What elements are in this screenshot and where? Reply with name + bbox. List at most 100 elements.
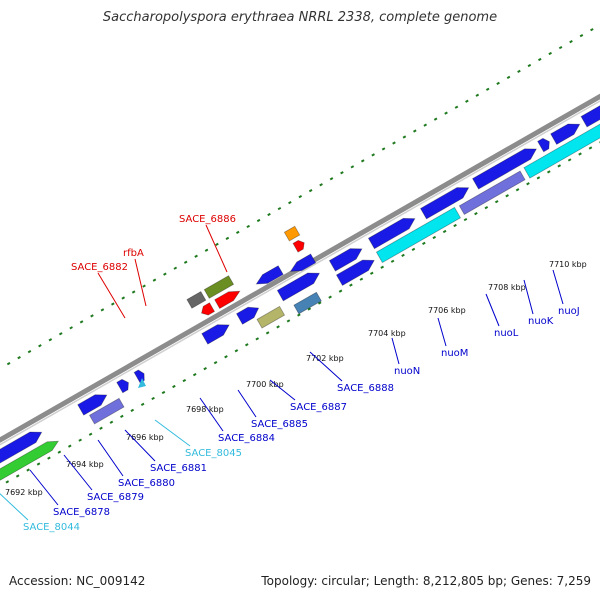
outer-tick-dot: [496, 81, 500, 85]
outer-tick-dot: [590, 28, 594, 32]
inner-tick-dot: [328, 295, 332, 299]
purple-feature-box[interactable]: [88, 397, 125, 425]
tick-label: 7704 kbp: [368, 329, 406, 338]
tick-label: 7702 kbp: [306, 354, 344, 363]
inner-tick-dot: [505, 194, 509, 198]
outer-tick-dot: [90, 314, 94, 318]
outer-tick-dot: [131, 290, 136, 294]
outer-tick-dot: [402, 135, 407, 139]
cds-reverse-arrow[interactable]: [289, 253, 317, 272]
gene-label[interactable]: SACE_6879: [87, 492, 144, 503]
inner-tick-dot: [151, 396, 155, 401]
cds-forward-arrow[interactable]: [537, 137, 550, 153]
inner-tick-dot: [453, 223, 457, 228]
green-feature-arrow[interactable]: [0, 440, 60, 490]
steel-feature-box[interactable]: [293, 291, 322, 315]
outer-tick-dot: [277, 206, 282, 211]
orange-feature-box[interactable]: [283, 225, 301, 242]
gene-label-leader: [485, 293, 500, 327]
red-feature-arrow[interactable]: [292, 239, 305, 253]
inner-tick-dot: [120, 414, 124, 418]
cds-forward-arrow[interactable]: [77, 394, 108, 416]
gene-label-leader: [97, 272, 126, 319]
cyan-feature-box[interactable]: [523, 78, 600, 179]
cds-forward-arrow[interactable]: [580, 92, 600, 128]
gene-label-leader: [154, 419, 191, 447]
inner-tick-dot: [276, 325, 280, 329]
khaki-feature-box[interactable]: [256, 305, 286, 329]
cds-reverse-arrow[interactable]: [255, 265, 284, 285]
inner-tick-dot: [526, 182, 530, 186]
outer-tick-dot: [121, 296, 126, 300]
accession-text: Accession: NC_009142: [9, 574, 146, 588]
cds-forward-arrow[interactable]: [0, 431, 43, 477]
gene-label[interactable]: SACE_6887: [290, 402, 347, 413]
cds-forward-arrow[interactable]: [419, 187, 470, 220]
inner-tick-dot: [359, 277, 364, 281]
gene-label[interactable]: nuoK: [528, 316, 554, 327]
inner-tick-dot: [265, 331, 270, 335]
red-feature-arrow[interactable]: [201, 302, 216, 316]
outer-tick-dot: [527, 63, 532, 68]
inner-tick-dot: [255, 337, 260, 341]
gene-label[interactable]: SACE_6882: [71, 262, 128, 273]
gray-feature-box[interactable]: [186, 291, 207, 309]
gene-label[interactable]: SACE_8045: [185, 448, 242, 459]
purple-feature-box[interactable]: [458, 170, 526, 216]
tick-label: 7696 kbp: [126, 433, 164, 442]
inner-tick-dot: [26, 468, 30, 472]
gene-label-leader: [437, 317, 447, 347]
gene-label[interactable]: rfbA: [123, 248, 144, 259]
inner-tick-dot: [474, 211, 478, 216]
gene-label[interactable]: SACE_6885: [251, 419, 308, 430]
gene-label[interactable]: SACE_6880: [118, 478, 175, 489]
tick-label: 7700 kbp: [246, 380, 284, 389]
inner-tick-dot: [109, 420, 114, 424]
cds-forward-arrow[interactable]: [367, 217, 416, 250]
gene-label[interactable]: SACE_6886: [179, 214, 236, 225]
cds-forward-arrow[interactable]: [236, 306, 260, 325]
cds-forward-arrow[interactable]: [328, 248, 363, 272]
gene-label[interactable]: nuoM: [441, 348, 468, 359]
inner-tick-dot: [47, 456, 51, 460]
cyan-feature-box[interactable]: [375, 206, 462, 264]
inner-tick-dot: [297, 313, 301, 317]
inner-tick-dot: [484, 206, 489, 210]
outer-tick-dot: [329, 177, 334, 181]
gene-label-leader: [205, 224, 228, 273]
inner-tick-dot: [15, 474, 20, 478]
olive-feature-box[interactable]: [203, 275, 235, 299]
gene-label[interactable]: nuoJ: [558, 306, 580, 317]
outer-tick-dot: [111, 302, 115, 306]
inner-tick-dot: [317, 301, 322, 305]
outer-tick-dot: [215, 242, 219, 246]
cds-forward-arrow[interactable]: [201, 324, 230, 345]
cds-forward-arrow[interactable]: [335, 259, 375, 286]
gene-label[interactable]: SACE_6881: [150, 463, 207, 474]
gene-label[interactable]: SACE_6888: [337, 383, 394, 394]
inner-tick-dot: [224, 355, 228, 359]
gene-label[interactable]: nuoL: [494, 328, 519, 339]
outer-tick-dot: [308, 189, 313, 193]
cds-forward-arrow[interactable]: [116, 378, 129, 394]
cds-forward-arrow[interactable]: [276, 272, 321, 302]
gene-label[interactable]: SACE_6878: [53, 507, 110, 518]
gene-label[interactable]: nuoN: [394, 366, 420, 377]
gene-label[interactable]: SACE_6884: [218, 433, 275, 444]
gene-label-leader: [0, 493, 29, 521]
tick-label: 7692 kbp: [5, 488, 43, 497]
outer-tick-dot: [579, 34, 584, 38]
cds-forward-arrow[interactable]: [550, 123, 581, 145]
gene-label[interactable]: SACE_8044: [23, 522, 80, 533]
outer-tick-dot: [485, 87, 490, 91]
inner-tick-dot: [67, 444, 72, 448]
inner-tick-dot: [432, 235, 437, 240]
cds-forward-arrow[interactable]: [472, 148, 538, 190]
gene-label-leader: [237, 389, 257, 418]
small-cyan-marker[interactable]: [138, 378, 146, 388]
red-feature-arrow[interactable]: [214, 290, 241, 310]
inner-tick-dot: [442, 229, 447, 234]
inner-tick-dot: [307, 307, 312, 311]
